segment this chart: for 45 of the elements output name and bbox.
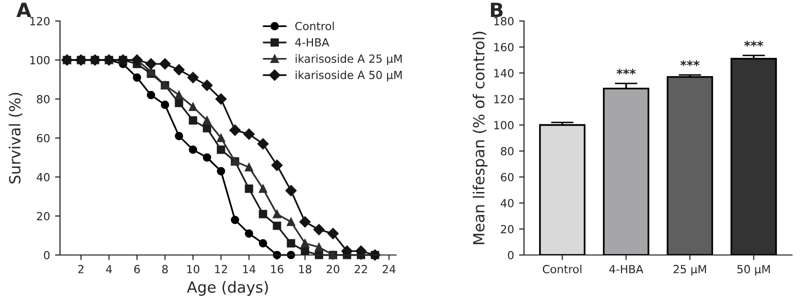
x-tick-label: Control — [542, 264, 582, 274]
y-tick-label: 40 — [36, 172, 50, 182]
y-tick-label: 120 — [494, 94, 514, 104]
x-tick-label: 50 μM — [737, 264, 770, 276]
x-tick-label: 25 μM — [674, 264, 706, 276]
y-axis-title: Mean lifespan (% of control) — [472, 32, 488, 244]
legend-label: ikarisoside A 25 μM — [296, 54, 402, 66]
legend-label: Control — [295, 22, 334, 30]
y-tick-label: 100 — [494, 120, 514, 130]
x-tick-label: 16 — [271, 264, 284, 274]
x-tick-label: 4-HBA — [609, 265, 644, 274]
y-tick-label: 80 — [36, 94, 50, 104]
x-tick-label: 10 — [187, 264, 200, 274]
y-tick-label: 0 — [44, 250, 50, 260]
x-tick-label: 14 — [243, 265, 256, 274]
y-tick-label: 140 — [494, 68, 514, 78]
y-tick-label: 0 — [508, 250, 514, 260]
chart-title: B — [490, 2, 503, 17]
legend-label: 4-HBA — [295, 38, 330, 46]
y-tick-label: 40 — [500, 198, 514, 208]
x-tick-label: 18 — [299, 264, 312, 274]
y-tick-label: 20 — [500, 224, 514, 234]
y-tick-label: 160 — [494, 42, 514, 52]
x-tick-label: 2 — [78, 264, 84, 274]
y-axis-title: Survival (%) — [8, 92, 22, 184]
y-tick-label: 80 — [500, 146, 514, 156]
x-tick-label: 24 — [382, 264, 396, 274]
x-tick-label: 6 — [134, 264, 140, 274]
x-tick-label: 12 — [215, 264, 227, 274]
y-tick-label: 120 — [30, 16, 50, 26]
y-tick-label: 20 — [36, 212, 50, 220]
annotation: *** — [616, 68, 636, 75]
x-tick-label: 20 — [326, 264, 340, 274]
x-tick-label: 8 — [162, 264, 168, 274]
x-tick-label: 4 — [106, 265, 112, 274]
chart-title: A — [16, 2, 32, 17]
x-axis-title: Age (days) — [186, 281, 268, 296]
annotation: *** — [744, 40, 764, 47]
y-tick-label: 60 — [36, 134, 50, 142]
y-tick-label: 60 — [500, 172, 514, 182]
y-tick-label: 100 — [30, 56, 50, 64]
legend-label: ikarisoside A 50 μM — [296, 70, 402, 82]
annotation: *** — [680, 60, 700, 66]
x-tick-label: 22 — [354, 264, 367, 274]
y-tick-label: 180 — [494, 16, 514, 26]
